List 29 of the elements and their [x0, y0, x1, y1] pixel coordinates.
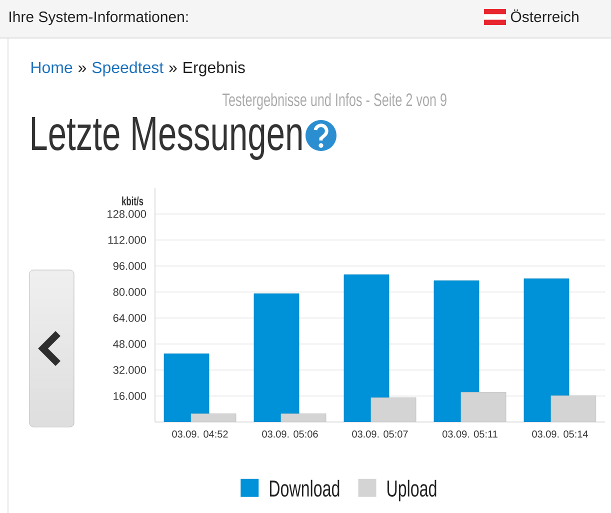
legend-label: Upload	[387, 480, 436, 502]
chart-subtitle: Testergebnisse und Infos - Seite 2 von 9	[222, 92, 446, 110]
y-tick-label: 128.000	[108, 210, 146, 218]
y-tick-label: 96.000	[113, 262, 146, 270]
text: Ihre System-Informationen:	[10, 11, 188, 26]
x-tick-label: 03.09. 05:06	[262, 430, 318, 438]
y-tick-label: 80.000	[113, 288, 146, 296]
text: »	[169, 66, 177, 72]
x-tick-label: 03.09. 05:11	[442, 430, 498, 438]
y-tick-label: 32.000	[113, 366, 146, 374]
bar	[254, 293, 300, 422]
text: »	[78, 66, 86, 72]
y-tick-label: 16.000	[114, 392, 146, 400]
chart-title: Letzte Messungen	[32, 116, 302, 160]
text: Home	[32, 62, 72, 74]
y-axis-title: kbit/s	[122, 196, 144, 206]
bar	[344, 274, 390, 422]
y-tick-label: 64.000	[113, 314, 146, 322]
y-tick-label: 48.000	[113, 340, 146, 348]
x-tick-label: 03.09. 04:52	[172, 430, 228, 438]
x-tick-label: 03.09. 05:07	[352, 430, 408, 438]
y-tick-label: 112.000	[108, 236, 146, 244]
text: Ergebnis	[184, 61, 245, 76]
text: Speedtest	[92, 61, 164, 76]
text: Österreich	[510, 9, 578, 22]
legend-label: Download	[270, 480, 340, 497]
x-tick-label: 03.09. 05:14	[532, 430, 588, 438]
bar	[524, 278, 570, 422]
bar	[164, 354, 210, 422]
